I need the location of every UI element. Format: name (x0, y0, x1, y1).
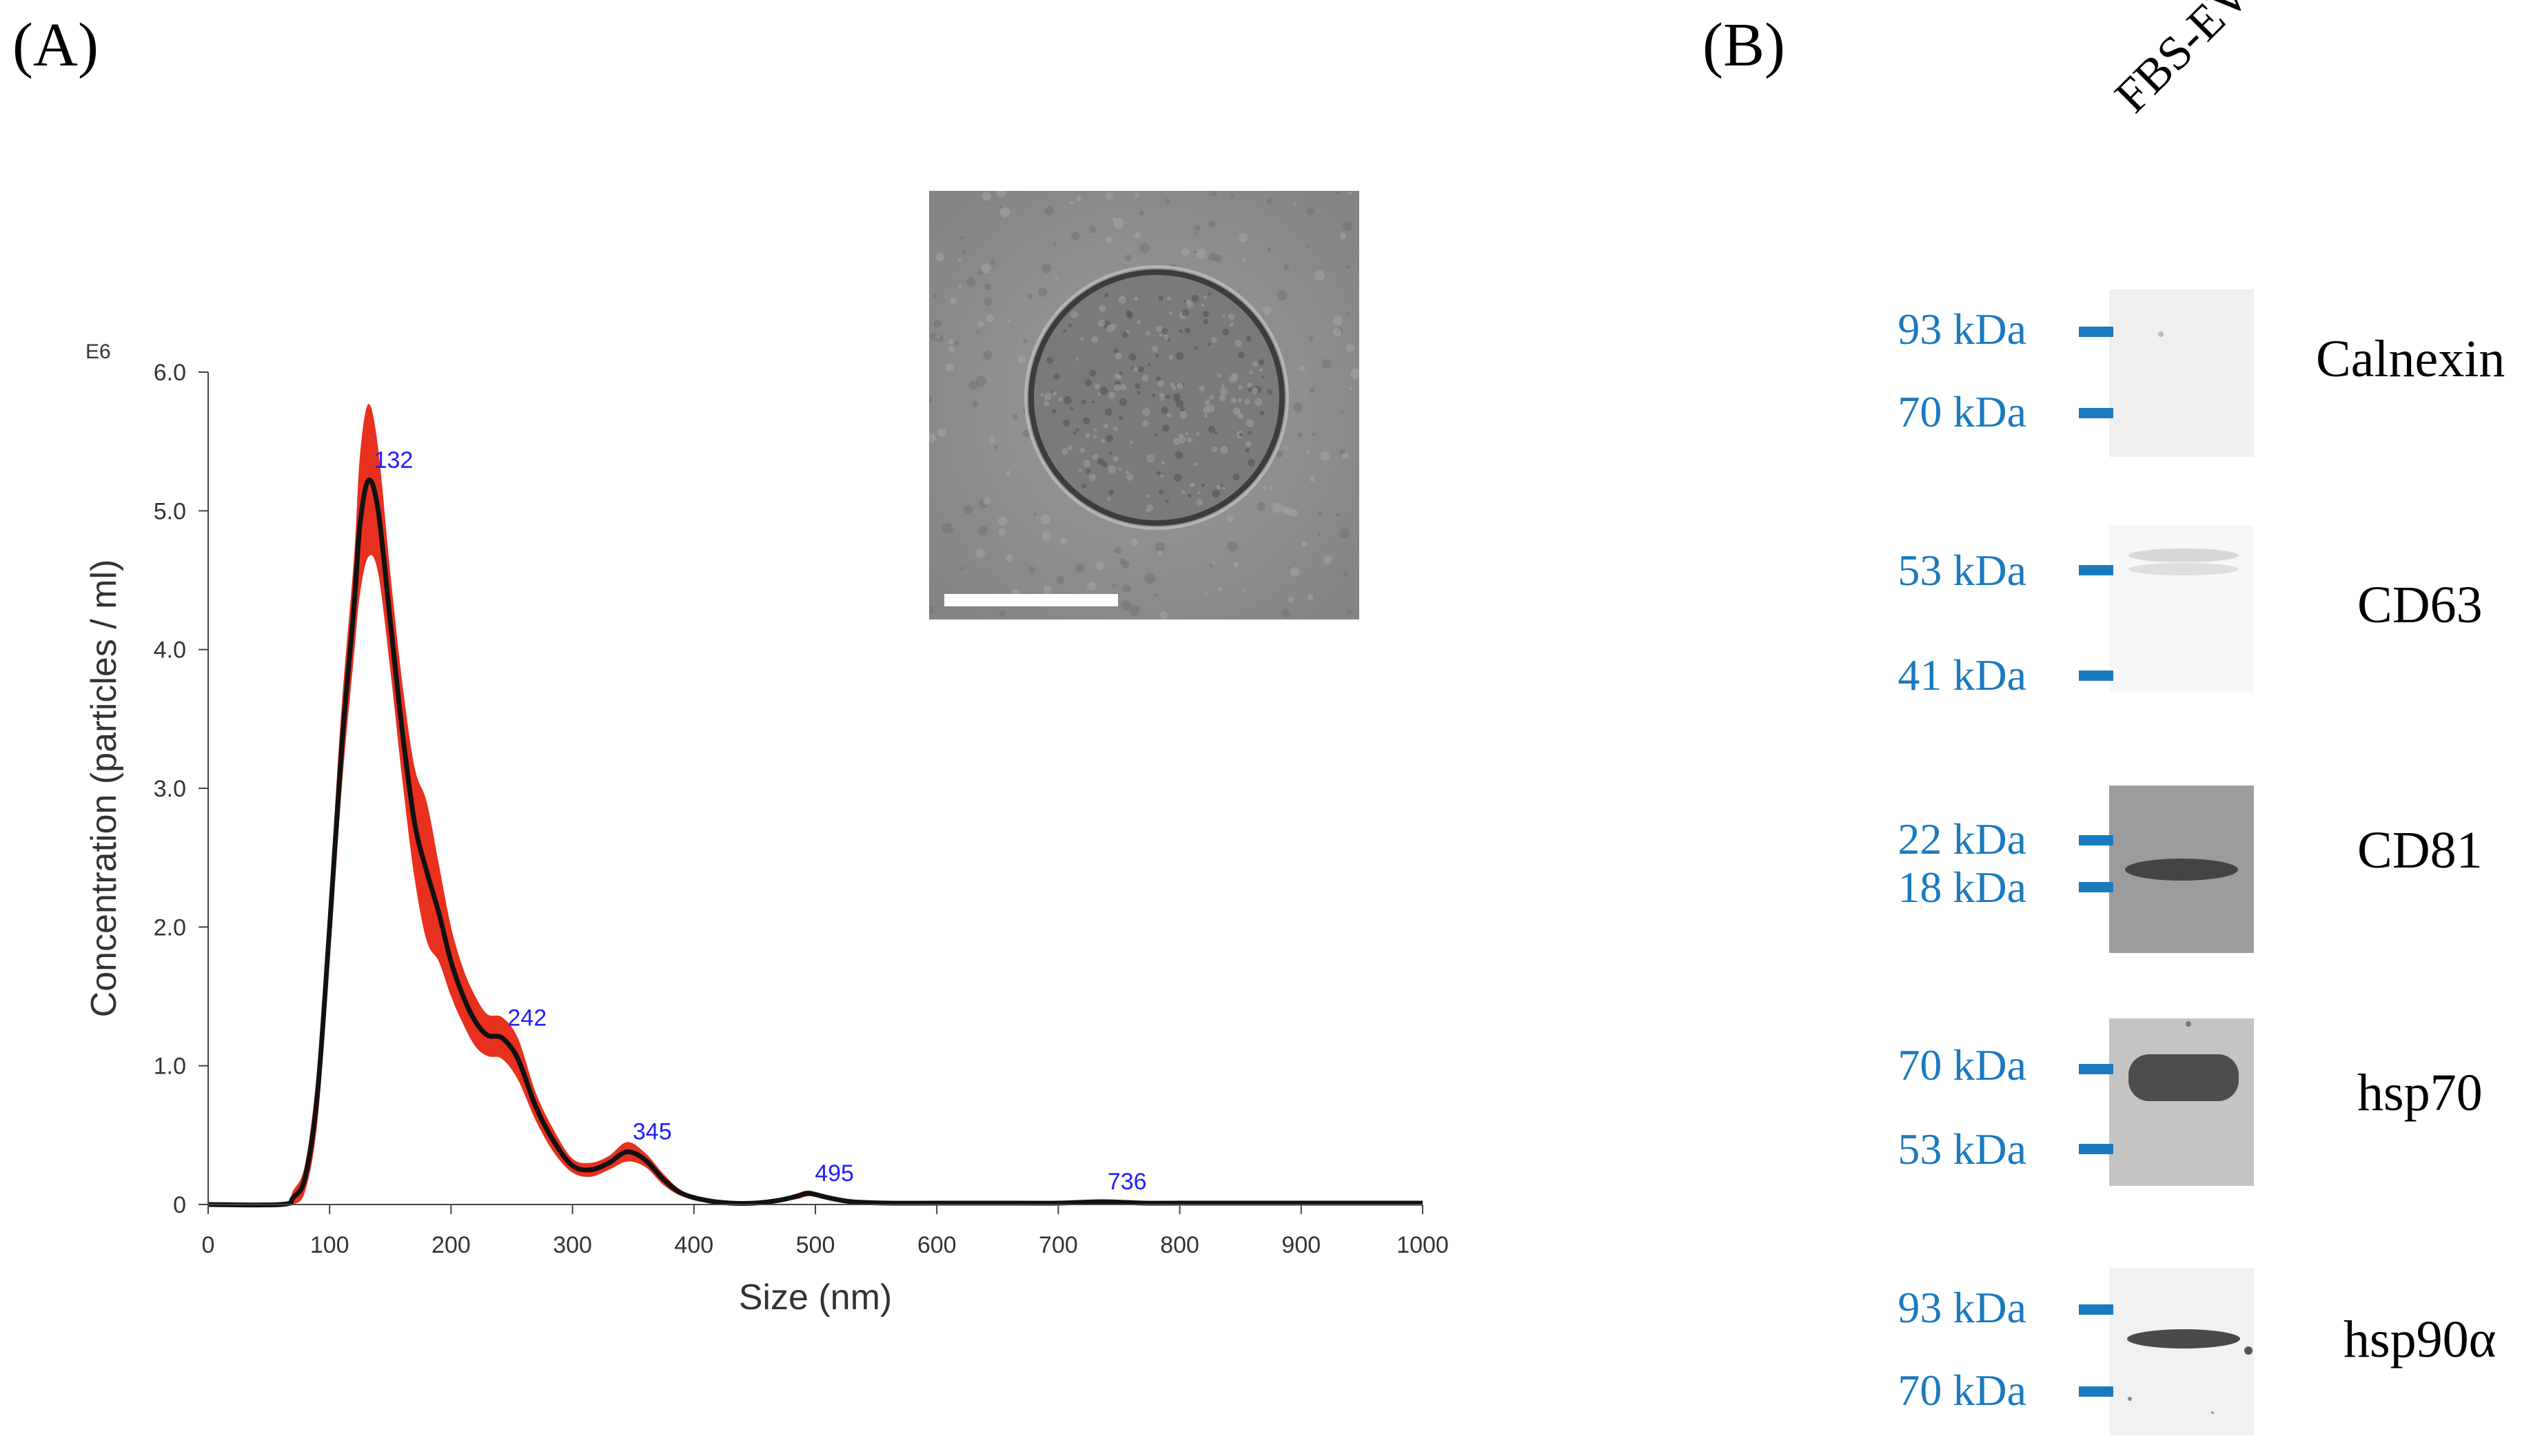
marker-tick (2079, 835, 2113, 845)
peak-labels: 132 242 345 495 736 (374, 447, 1147, 1195)
protein-label: Calnexin (2316, 330, 2505, 388)
y-tick-label: 6.0 (154, 360, 186, 386)
y-tick-label: 3.0 (154, 776, 186, 802)
marker-tick (2079, 408, 2113, 418)
y-axis-label: Concentration (particles / ml) (84, 560, 124, 1018)
mean-concentration-line (207, 478, 1423, 1208)
marker-label: 70 kDa (1898, 387, 2026, 436)
x-tick-label: 900 (1281, 1232, 1321, 1258)
marker-label: 93 kDa (1898, 1283, 2026, 1332)
y-tick-label: 2.0 (154, 914, 186, 941)
peak-label: 242 (507, 1005, 547, 1031)
y-ticks: 0 1.0 2.0 3.0 4.0 5.0 6.0 (154, 360, 208, 1218)
marker-label: 22 kDa (1898, 814, 2026, 863)
x-tick-label: 400 (674, 1232, 713, 1258)
x-tick-label: 700 (1039, 1232, 1078, 1258)
chart-layer (207, 404, 1423, 1208)
marker-label: 53 kDa (1898, 546, 2026, 595)
protein-label: hsp90α (2343, 1311, 2497, 1368)
protein-label: CD81 (2357, 821, 2483, 879)
scale-bar (944, 594, 1118, 606)
protein-label: CD63 (2357, 576, 2483, 634)
peak-label: 495 (815, 1160, 854, 1187)
x-tick-label: 1000 (1396, 1232, 1449, 1258)
marker-label: 93 kDa (1898, 305, 2026, 353)
x-tick-label: 200 (431, 1232, 471, 1258)
blot-hsp70 (2109, 1018, 2254, 1186)
peak-label: 345 (633, 1118, 672, 1145)
marker-tick (2079, 565, 2113, 575)
marker-tick (2079, 1144, 2113, 1154)
blot-cd63 (2109, 525, 2254, 693)
y-multiplier-label: E6 (85, 340, 111, 363)
peak-label: 132 (374, 447, 414, 473)
protein-label: hsp70 (2357, 1064, 2483, 1122)
em-micrograph-image (929, 191, 1359, 619)
blot-cd81 (2109, 786, 2254, 953)
marker-tick (2079, 882, 2113, 892)
marker-label: 70 kDa (1898, 1366, 2026, 1415)
panel-a-label: (A) (12, 11, 99, 79)
marker-label: 18 kDa (1898, 863, 2026, 912)
y-tick-label: 5.0 (154, 498, 186, 524)
panel-b-label: (B) (1702, 11, 1785, 79)
peak-label: 736 (1108, 1169, 1147, 1195)
y-tick-label: 4.0 (154, 637, 186, 664)
marker-tick (2079, 670, 2113, 681)
x-tick-label: 600 (917, 1232, 957, 1258)
marker-tick (2079, 1386, 2113, 1397)
marker-tick (2079, 1064, 2113, 1074)
x-ticks: 0 100 200 300 400 500 600 700 800 900 1000 (202, 1204, 1449, 1258)
blot-hsp90a (2109, 1268, 2254, 1435)
y-tick-label: 1.0 (154, 1054, 186, 1080)
x-axis-label: Size (nm) (739, 1278, 892, 1317)
x-tick-label: 100 (310, 1232, 349, 1258)
x-tick-label: 0 (202, 1232, 215, 1258)
x-tick-label: 800 (1160, 1232, 1199, 1258)
x-tick-label: 500 (796, 1232, 835, 1258)
lane-label: FBS-EV (2105, 0, 2261, 123)
em-vesicle-drawing (929, 191, 1359, 619)
marker-tick (2079, 327, 2113, 337)
x-tick-label: 300 (553, 1232, 592, 1258)
marker-label: 53 kDa (1898, 1125, 2026, 1173)
y-tick-label: 0 (173, 1192, 186, 1218)
marker-tick (2079, 1304, 2113, 1315)
marker-label: 70 kDa (1898, 1040, 2026, 1089)
marker-label: 41 kDa (1898, 650, 2026, 699)
nta-size-distribution-chart: 0 100 200 300 400 500 600 700 800 900 1000 0 1.0 2.0… (84, 340, 1449, 1317)
blot-calnexin (2109, 289, 2254, 457)
